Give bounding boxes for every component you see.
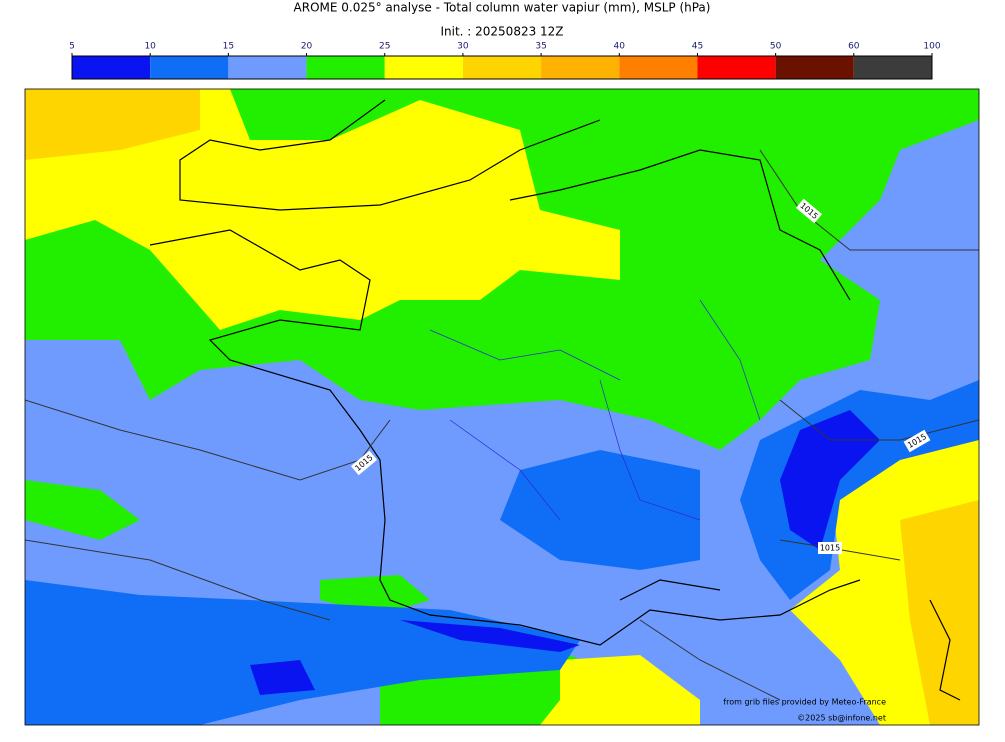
colorbar-segment [306, 56, 385, 79]
colorbar-tick-label: 25 [379, 42, 390, 52]
colorbar-tick-label: 45 [692, 42, 703, 52]
colorbar-segment [462, 56, 542, 79]
yellow-area [25, 89, 620, 330]
title: AROME 0.025° analyse - Total column wate… [294, 1, 711, 15]
colorbar-tick-label: 35 [535, 42, 546, 52]
colorbar: 5 10 15 20 25 30 35 40 45 50 60 100 [69, 42, 941, 80]
colorbar-tick-label: 30 [457, 42, 469, 52]
isobar-label: 1015 [820, 544, 840, 553]
colorbar-segment [384, 56, 463, 79]
yellow-area [540, 655, 700, 725]
border [509, 149, 961, 701]
colorbar-tick-label: 5 [69, 42, 75, 52]
colorbar-segment [619, 56, 698, 79]
isobar [25, 149, 979, 701]
gold-area [900, 500, 979, 725]
colorbar-tick-label: 50 [770, 42, 782, 52]
coastline [149, 99, 861, 646]
colorbar-tick-label: 40 [614, 42, 626, 52]
subtitle: Init. : 20250823 12Z [440, 25, 563, 39]
colorbar-segment [228, 56, 307, 79]
isobar-label-box [903, 429, 931, 453]
river [429, 299, 761, 521]
map-frame [24, 88, 980, 726]
colorbar-tick-label: 10 [144, 42, 156, 52]
colorbar-segment [72, 56, 151, 79]
colorbar-tick-label: 60 [848, 42, 860, 52]
colorbar-segment [697, 56, 776, 79]
isobar-label-box [818, 542, 842, 554]
colorbar-tick-label: 100 [923, 42, 940, 52]
map: 1015 1015 1015 1015 from grib files prov… [25, 89, 979, 725]
blue-area [25, 380, 979, 725]
colorbar-segment [150, 56, 229, 79]
colorbar-segment [775, 56, 854, 79]
gold-area [25, 89, 200, 160]
colorbar-segment [853, 56, 932, 79]
credit: from grib files provided by Meteo-France [723, 698, 886, 707]
isobar-label-box [795, 198, 823, 224]
colorbar-tick-label: 15 [223, 42, 234, 52]
isobar-label-box [350, 450, 378, 476]
colorbar-frame [71, 55, 933, 80]
colorbar-tick-label: 20 [301, 42, 313, 52]
colorbar-segment [541, 56, 620, 79]
dark-blue-area [250, 410, 880, 695]
credit: ©2025 sb@infone.net [797, 714, 886, 723]
